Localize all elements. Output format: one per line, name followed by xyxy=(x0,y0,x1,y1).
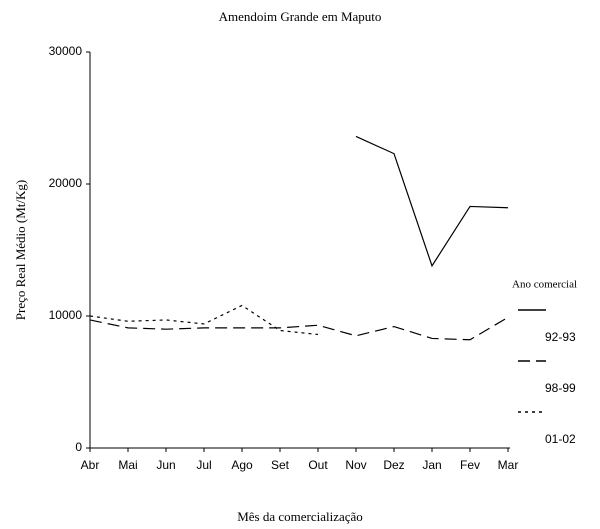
y-tick-label: 10000 xyxy=(49,308,83,322)
line-series xyxy=(89,304,319,336)
x-tick-label: Nov xyxy=(345,458,366,472)
line-series xyxy=(355,135,509,268)
x-tick-label: Abr xyxy=(81,458,100,472)
x-tick-label: Set xyxy=(271,458,290,472)
x-axis-label: Mês da comercialização xyxy=(237,509,363,524)
chart-title: Amendoim Grande em Maputo xyxy=(219,9,382,24)
x-tick-label: Out xyxy=(308,458,328,472)
x-tick-label: Ago xyxy=(231,458,253,472)
x-tick-label: Mai xyxy=(118,458,137,472)
x-tick-label: Jul xyxy=(196,458,211,472)
y-tick-label: 20000 xyxy=(49,176,83,190)
y-tick-label: 30000 xyxy=(49,44,83,58)
x-tick-label: Jan xyxy=(422,458,441,472)
line-series xyxy=(89,316,509,341)
x-tick-label: Jun xyxy=(156,458,175,472)
legend-label: 98-99 xyxy=(545,381,576,395)
x-tick-label: Fev xyxy=(460,458,480,472)
x-tick-label: Mar xyxy=(498,458,519,472)
y-axis-label: Preço Real Médio (Mt/Kg) xyxy=(13,180,28,320)
legend-label: 92-93 xyxy=(545,330,576,344)
legend-title: Ano comercial xyxy=(512,279,577,291)
x-tick-label: Dez xyxy=(383,458,404,472)
legend-label: 01-02 xyxy=(545,432,576,446)
y-tick-label: 0 xyxy=(75,440,82,454)
